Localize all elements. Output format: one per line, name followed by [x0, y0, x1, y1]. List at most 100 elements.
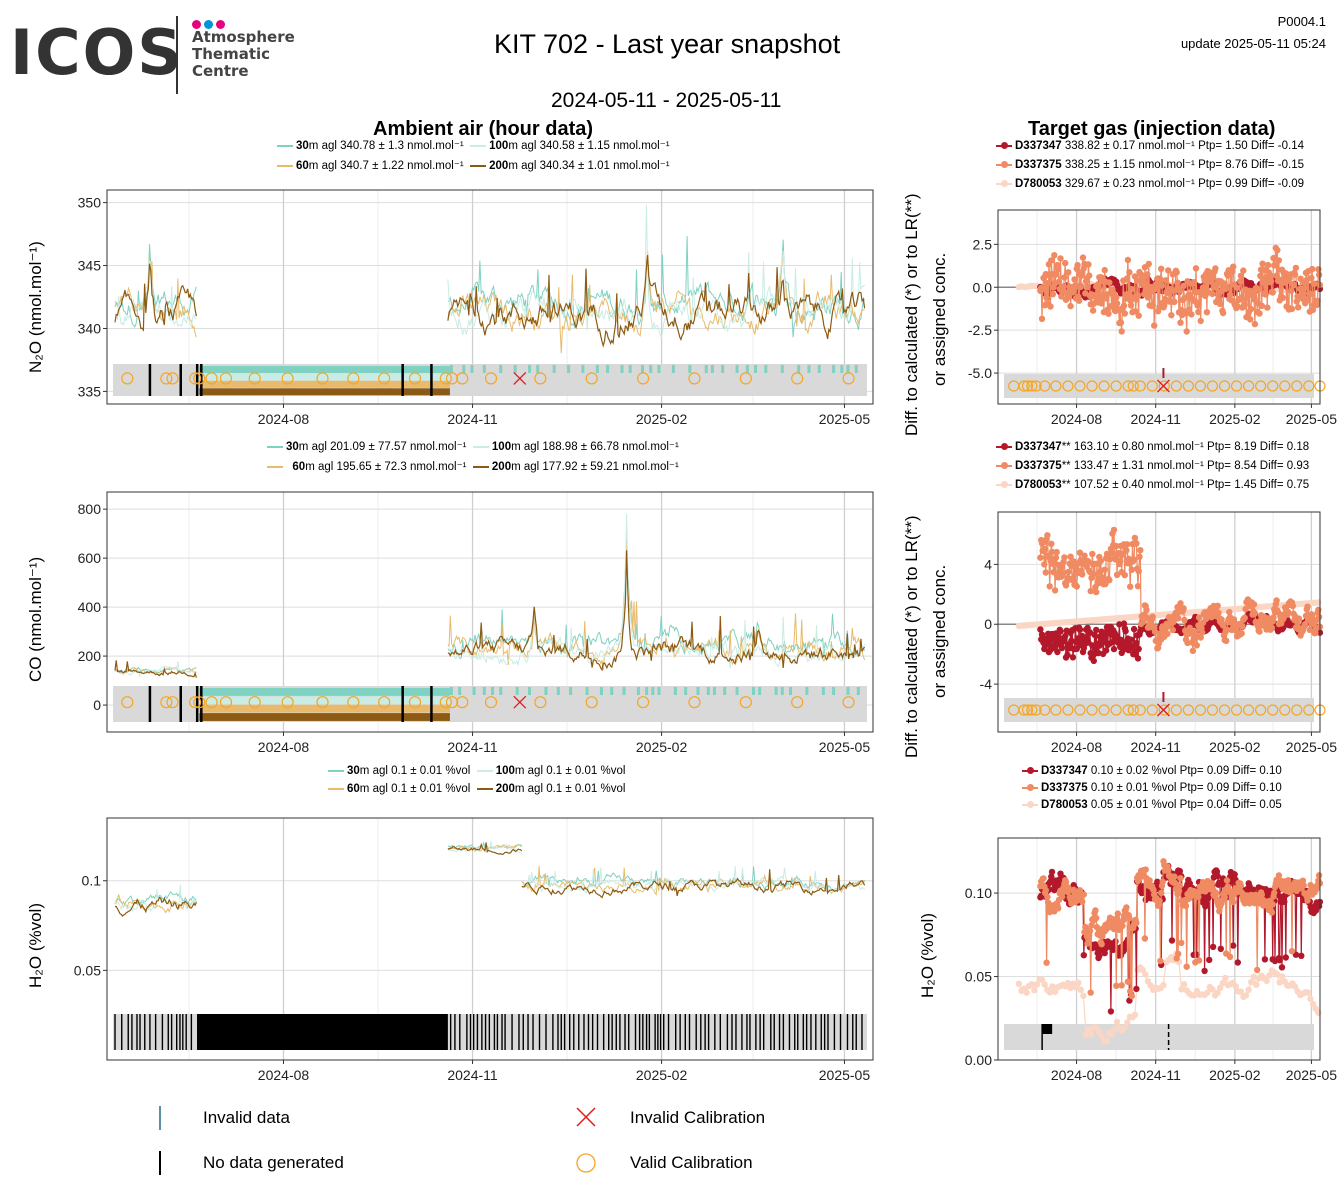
series-line-D337375 [1039, 247, 1321, 332]
x-tick-label: 2024-11 [1131, 1067, 1182, 1083]
series-line-100 [447, 513, 866, 669]
x-tick-label: 2024-11 [1131, 411, 1182, 427]
valid-calibration-marker [1146, 704, 1158, 716]
x-tick-label: 2024-11 [447, 739, 498, 755]
valid-calibration-marker [1146, 380, 1158, 392]
valid-calibration-marker [1206, 704, 1219, 716]
valid-calibration-marker [1230, 380, 1243, 392]
valid-calibration-marker [408, 372, 422, 385]
invalid-data-mark [807, 365, 811, 373]
valid-calibration-marker [1255, 380, 1267, 392]
valid-calibration-marker [166, 696, 179, 709]
invalid-data-mark [854, 365, 858, 373]
y-tick-label: 600 [78, 550, 102, 566]
valid-calibration-marker [456, 372, 469, 385]
valid-calibration-marker [1127, 704, 1139, 716]
valid-calibration-marker [739, 696, 752, 709]
valid-calibration-marker [1074, 704, 1086, 716]
invalid-data-mark [552, 365, 556, 373]
icos-logo: ICOS Atmosphere Thematic Centre [10, 16, 300, 96]
y-tick-label: 0.05 [74, 962, 101, 978]
n2o-target-legend: D337347 338.82 ± 0.17 nmol.mol⁻¹ Ptp= 1.… [996, 138, 1304, 190]
valid-calibration-marker [1303, 380, 1315, 392]
valid-calibration-marker [1062, 380, 1074, 392]
valid-calibration-marker [1086, 380, 1098, 392]
valid-calibration-marker [1110, 380, 1122, 392]
valid-calibration-marker [1122, 380, 1134, 392]
invalid-data-mark [788, 687, 792, 695]
valid-calibration-marker [1218, 380, 1231, 392]
invalid-data-mark [745, 365, 749, 373]
plot-border [997, 837, 1321, 1061]
valid-calibration-marker [160, 372, 173, 385]
series-line-60 [447, 250, 865, 354]
invalid-data-mark [712, 687, 716, 695]
valid-calibration-marker [484, 696, 498, 709]
invalid-data-mark [567, 365, 571, 373]
invalid-data-mark [645, 687, 649, 695]
invalid-data-mark [805, 687, 809, 695]
valid-calibration-marker [166, 372, 179, 385]
invalid-data-mark [754, 365, 758, 373]
valid-calibration-marker [1026, 380, 1038, 392]
date-range: 2024-05-11 - 2025-05-11 [551, 89, 782, 112]
co_target-panel: -4 0 4 2024-08 2024-11 2025-02 2025-05 [980, 511, 1337, 755]
invalid-data-mark [688, 365, 692, 373]
x-tick-label: 2024-08 [258, 411, 310, 427]
valid-calibration-marker [1206, 380, 1219, 392]
invalid-data-mark [620, 365, 624, 373]
valid-calibration-marker [1021, 704, 1034, 716]
invalid-data-mark [458, 687, 462, 695]
invalid-data-mark [758, 687, 762, 695]
valid-calibration-marker [1230, 704, 1243, 716]
invalid-data-mark [821, 687, 825, 695]
plot-border [106, 189, 874, 405]
invalid-data-mark [704, 365, 708, 373]
valid-calibration-marker [1242, 704, 1255, 716]
invalid-data-mark [449, 365, 453, 373]
valid-calibration-marker [1018, 704, 1030, 716]
invalid-data-mark [528, 365, 532, 373]
valid-calibration-marker [1134, 704, 1146, 716]
series-line-100 [114, 260, 197, 328]
invalid-data-mark [462, 365, 466, 373]
valid-calibration-marker [1279, 704, 1291, 716]
h2o-target-legend: D337347 0.10 ± 0.02 %vol Ptp= 0.09 Diff=… [1022, 765, 1282, 811]
series-line-60 [447, 526, 866, 671]
valid-calibration-marker [1279, 380, 1291, 392]
invalid-data-mark [832, 687, 836, 695]
valid-calibration-marker [408, 696, 422, 709]
no-data-icon [159, 1151, 161, 1175]
y-tick-label: -4 [980, 676, 993, 692]
invalid-data-mark [723, 687, 727, 695]
invalid-data-label: Invalid data [203, 1108, 290, 1127]
invalid-data-mark [599, 687, 603, 695]
x-tick-label: 2025-02 [636, 411, 688, 427]
x-tick-label: 2025-02 [1209, 411, 1261, 427]
x-tick-label: 2024-08 [258, 739, 310, 755]
co-ambient-legend: 30m agl 201.09 ± 77.57 nmol.mol⁻¹ 100m a… [267, 439, 679, 473]
valid-calibration-marker [1194, 704, 1207, 716]
x-tick-label: 2024-08 [258, 1067, 310, 1083]
h2o_ambient-panel: 0.05 0.1 2024-08 2024-11 2025-02 2025-05 [74, 817, 874, 1083]
valid-calibration-marker [688, 372, 701, 385]
y-tick-label: 340 [78, 320, 102, 336]
y-tick-label: 800 [78, 501, 102, 517]
invalid-data-mark [657, 365, 661, 373]
y-tick-label: 400 [78, 599, 102, 615]
invalid-data-mark [470, 365, 474, 373]
co_ambient-panel: 0 200 400 600 800 2024-08 2024-11 2025-02 2025-0… [78, 491, 874, 755]
series-line-60 [114, 255, 197, 338]
valid-calibration-marker [1182, 380, 1194, 392]
logo-divider [176, 16, 178, 94]
invalid-calibration-label: Invalid Calibration [630, 1108, 766, 1127]
valid-calibration-marker [1050, 380, 1062, 392]
valid-calibration-marker [248, 696, 261, 709]
valid-calibration-marker [248, 372, 261, 385]
y-tick-label: 0.10 [965, 885, 992, 901]
valid-calibration-marker [189, 372, 202, 385]
no-data-bar-m30 [199, 688, 450, 696]
valid-calibration-marker [791, 372, 804, 385]
invalid-data-mark [636, 687, 640, 695]
invalid-data-mark [846, 687, 850, 695]
